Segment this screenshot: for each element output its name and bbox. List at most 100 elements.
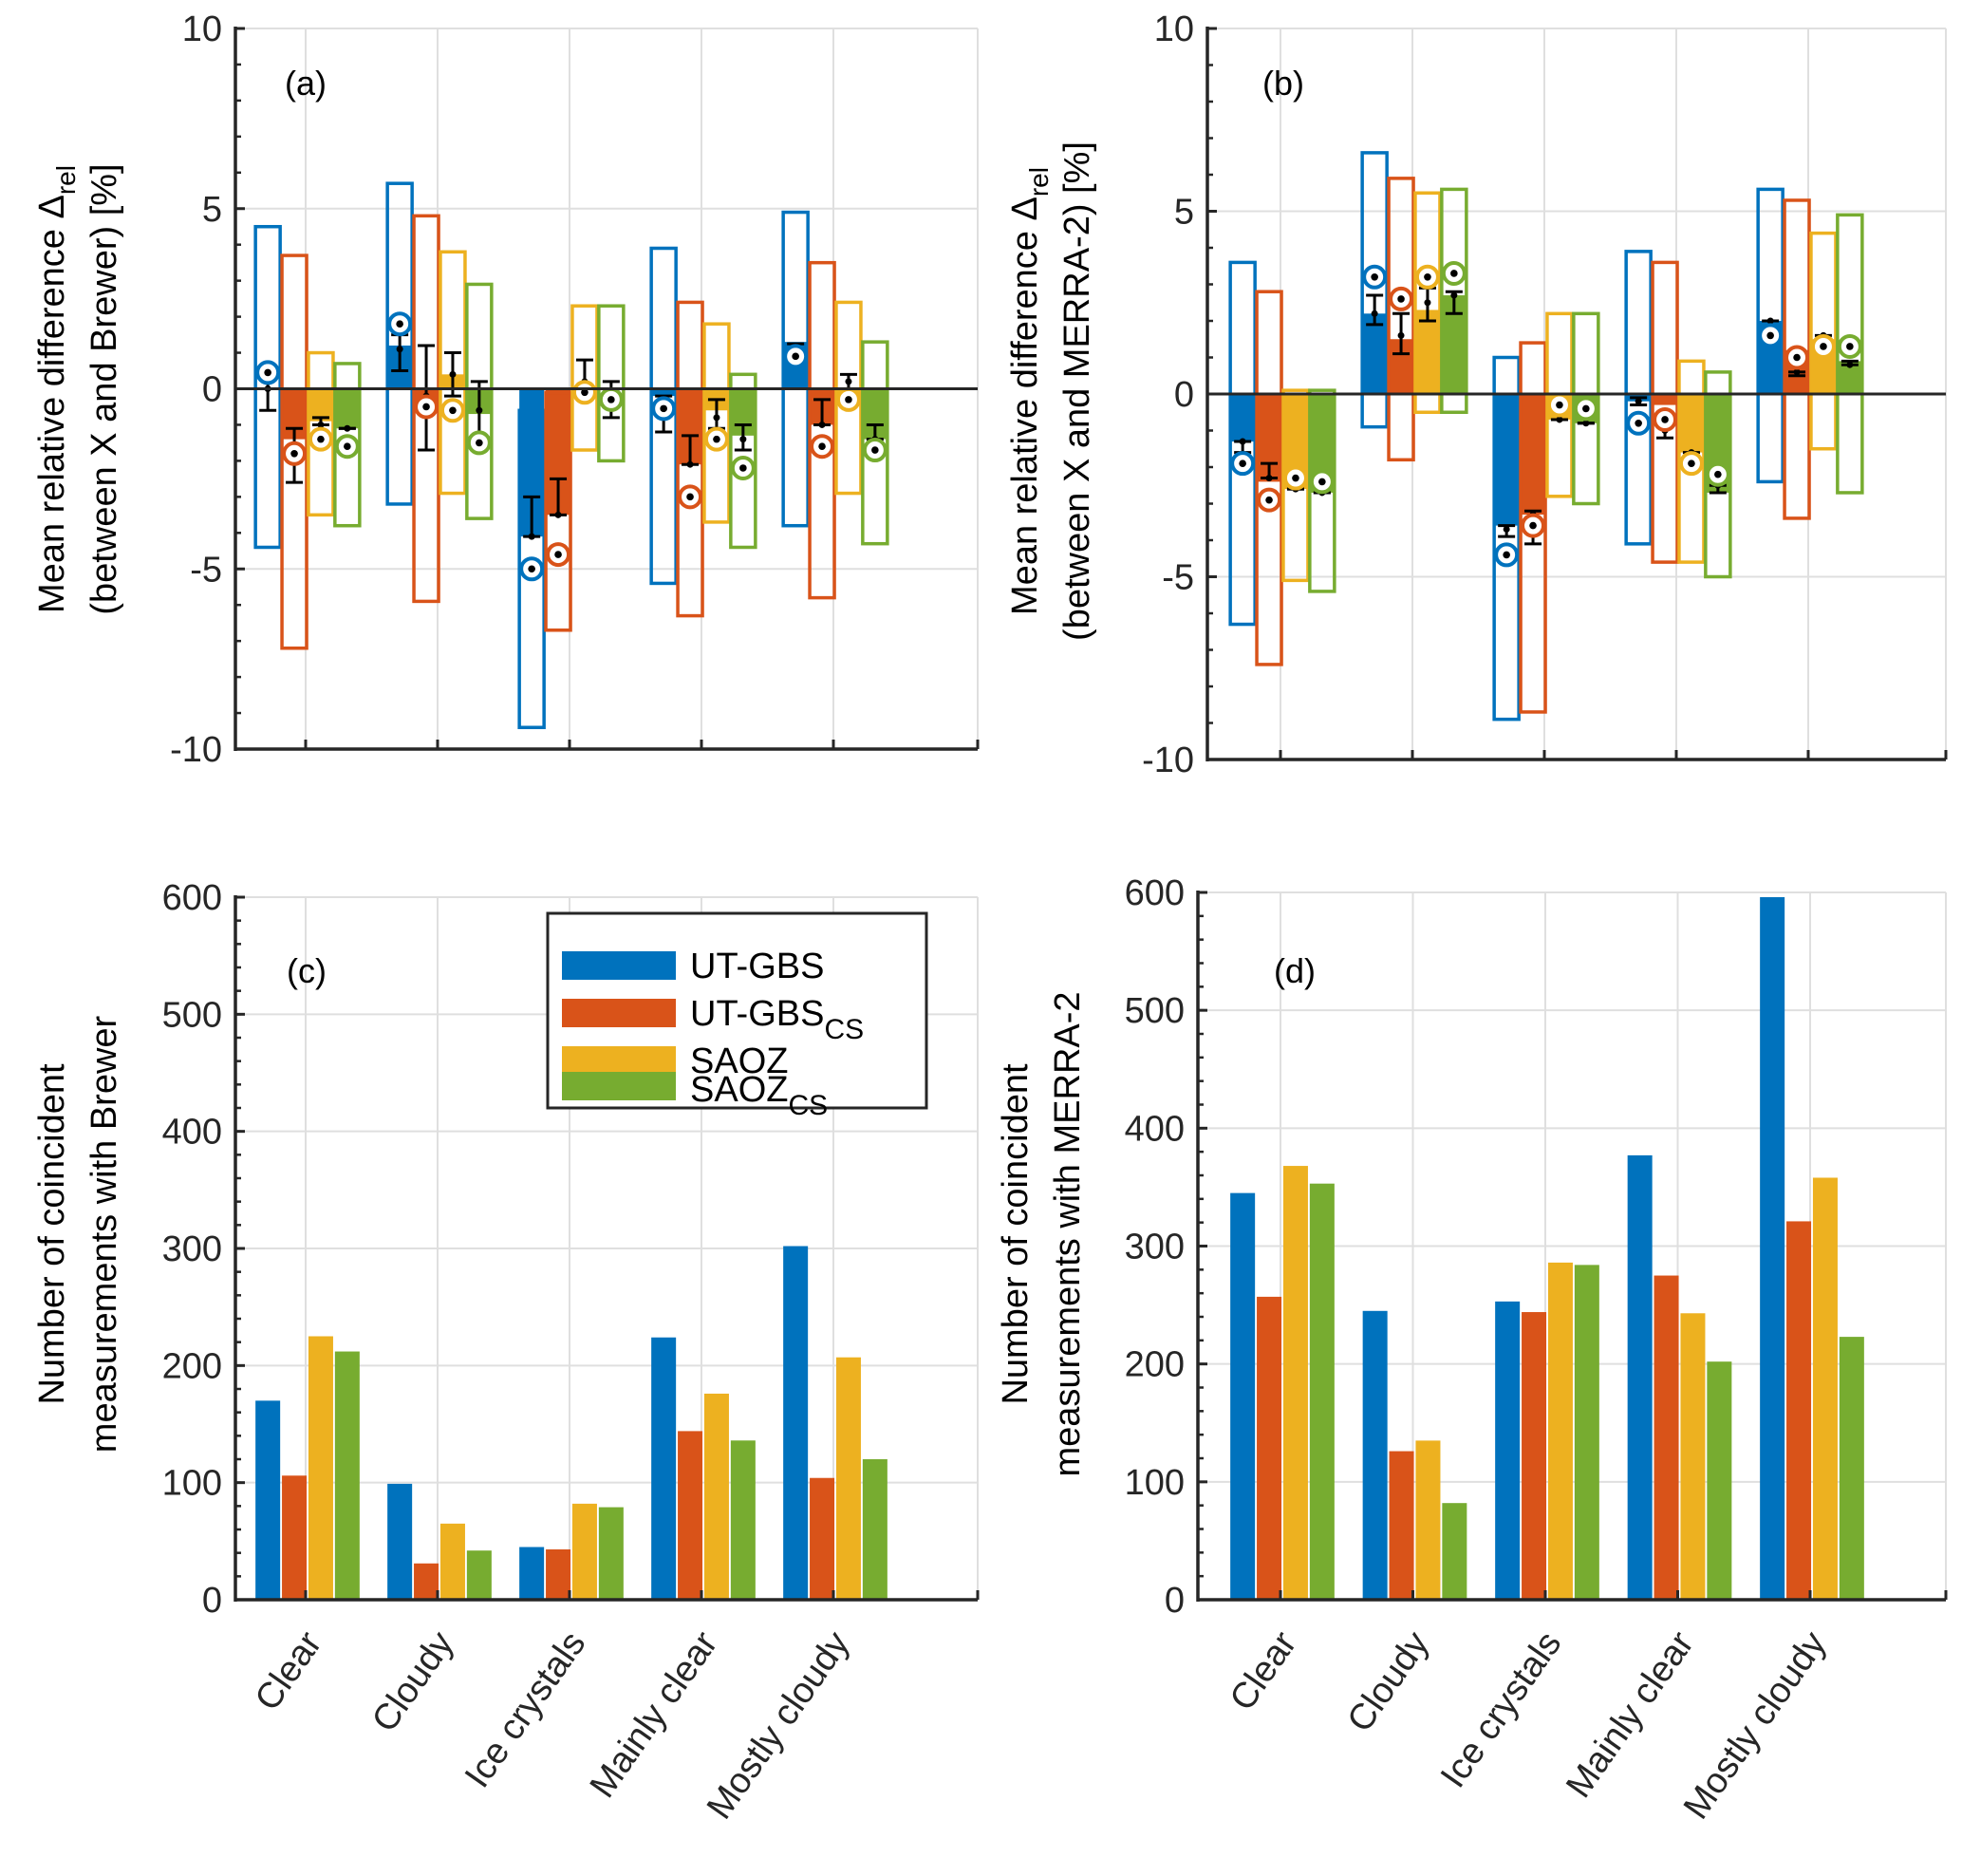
panel-a: -10 -5 0 5 10 (a) Mean relative difference Δre… xyxy=(32,9,980,770)
legend-item-saoz-cs: SAOZCS xyxy=(562,1070,828,1121)
mean-bar xyxy=(1521,394,1546,516)
legend-swatch xyxy=(562,951,676,980)
legend-label-main: UT-GBS xyxy=(690,994,824,1034)
range-box xyxy=(412,214,440,604)
legend-swatch xyxy=(562,1046,676,1075)
bar xyxy=(334,1351,360,1600)
bar xyxy=(571,1503,597,1600)
median-dot xyxy=(1793,353,1801,362)
median-dot xyxy=(1318,478,1326,486)
axes: 0 100 200 300 400 500 600 xyxy=(162,878,980,1621)
bar xyxy=(1839,1337,1864,1600)
median-dot xyxy=(1503,551,1510,559)
errors-ut-gbs-cs xyxy=(282,344,835,568)
bar xyxy=(730,1440,756,1600)
median-dot xyxy=(1292,474,1299,482)
median-dot xyxy=(449,406,457,415)
legend-label-sub: CS xyxy=(824,1014,864,1045)
range-box xyxy=(861,340,889,546)
range-box xyxy=(808,260,836,600)
series-saoz xyxy=(1282,1166,1838,1600)
mean-bar xyxy=(1494,394,1520,526)
mean-bar xyxy=(1678,394,1704,453)
legend-swatch xyxy=(562,1072,676,1100)
range-box xyxy=(1624,250,1653,546)
y-tick-label: 10 xyxy=(1154,9,1194,49)
mean-bar xyxy=(308,388,333,422)
series-ut-gbs-cs xyxy=(1257,1221,1812,1600)
range-box xyxy=(1809,231,1838,451)
error-point xyxy=(1503,525,1510,533)
error-point xyxy=(1766,317,1774,325)
series-ut-gbs-cs xyxy=(282,1431,835,1600)
range-box xyxy=(781,210,810,528)
median-dot xyxy=(845,396,852,403)
bar xyxy=(703,1393,729,1600)
x-category-label: Mostly cloudy xyxy=(1676,1624,1834,1827)
panel-label: (a) xyxy=(285,64,327,103)
series-saoz-cs xyxy=(334,1351,888,1600)
bar xyxy=(862,1459,888,1600)
range-box xyxy=(465,282,494,520)
median-dot xyxy=(396,320,403,328)
range-box xyxy=(1308,388,1336,593)
range-ut-gbs-cs xyxy=(280,214,836,650)
median-dot xyxy=(344,442,351,451)
error-point xyxy=(739,436,747,443)
x-category-label: Ice crystals xyxy=(1433,1624,1569,1795)
median-dot xyxy=(1846,343,1854,350)
y-tick-label: 10 xyxy=(182,9,222,49)
error-point xyxy=(845,378,852,385)
error-point xyxy=(1635,398,1642,405)
range-box xyxy=(544,390,572,632)
bar xyxy=(308,1336,333,1600)
range-saoz xyxy=(307,250,863,524)
median-dot xyxy=(476,439,483,447)
legend-label: SAOZ xyxy=(690,1041,788,1081)
range-box xyxy=(307,350,335,517)
y-tick-label: -5 xyxy=(1162,558,1194,598)
bar xyxy=(466,1550,492,1600)
x-category-label: Mostly cloudy xyxy=(700,1624,857,1827)
range-box xyxy=(1360,151,1389,429)
y-tick-label: 0 xyxy=(1174,375,1194,415)
range-box xyxy=(1519,341,1547,714)
median-dot xyxy=(422,403,430,411)
error-point xyxy=(476,406,483,414)
bar xyxy=(1760,896,1785,1600)
x-category-label: Mainly clear xyxy=(583,1624,726,1805)
range-box xyxy=(1281,388,1310,583)
range-box xyxy=(570,304,599,452)
panel-label: (d) xyxy=(1274,951,1316,990)
legend-label: SAOZCS xyxy=(690,1070,828,1121)
bar xyxy=(810,1477,835,1600)
range-box xyxy=(702,322,731,524)
median-dot xyxy=(317,435,325,443)
error-point xyxy=(317,421,325,428)
median-dot xyxy=(1714,470,1722,478)
legend-item-saoz: SAOZ xyxy=(562,1041,788,1081)
legend-item-ut-gbs: UT-GBS xyxy=(562,947,824,986)
median-dot xyxy=(1265,496,1273,504)
median-dot xyxy=(660,404,667,413)
median-dot xyxy=(1635,420,1642,427)
error-point xyxy=(554,511,562,518)
bar xyxy=(783,1246,809,1600)
y-axis-title-subscript: rel xyxy=(1024,167,1054,197)
error-point xyxy=(1450,291,1458,299)
median-dot xyxy=(264,368,271,377)
y-tick-label: 100 xyxy=(1125,1463,1185,1503)
median-dot xyxy=(1688,460,1695,467)
range-box xyxy=(597,304,626,463)
y-tick-label: 0 xyxy=(202,370,222,410)
median-dot xyxy=(1397,295,1405,303)
bar xyxy=(1547,1262,1573,1600)
median-dot xyxy=(1450,270,1458,277)
series-saoz-cs xyxy=(1309,1183,1864,1600)
bar xyxy=(414,1563,439,1600)
legend-label-sub: CS xyxy=(788,1090,828,1121)
range-box xyxy=(333,362,362,528)
y-axis-title-line2: measurements with Brewer xyxy=(84,1015,124,1453)
series-saoz xyxy=(308,374,861,422)
y-axis-title-line2: (between X and MERRA-2) [%] xyxy=(1057,141,1097,641)
